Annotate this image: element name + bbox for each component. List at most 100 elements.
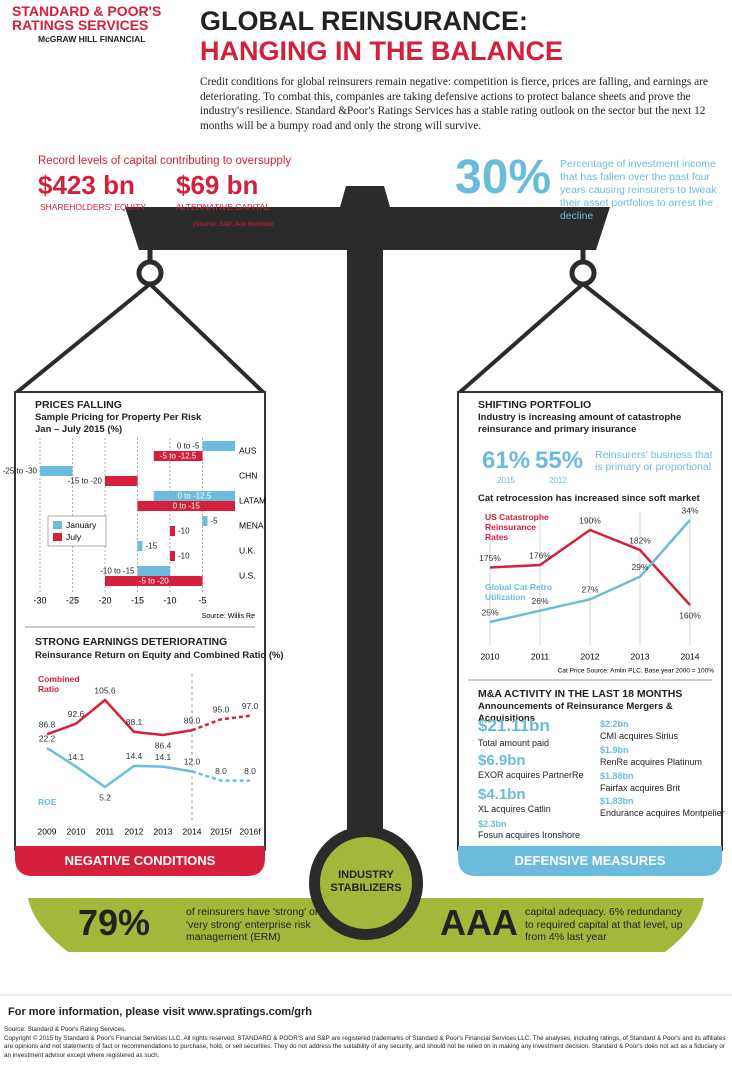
value-label: 5.2 — [99, 792, 111, 802]
bar — [105, 476, 138, 486]
deal-label: CMI acquires Sirius — [600, 731, 679, 741]
footer-more: For more information, please visit www.s… — [8, 1006, 312, 1018]
series-name: Combined Ratio — [38, 674, 80, 694]
x-tick-label: 2011 — [531, 651, 550, 661]
value-label: 105.6 — [94, 685, 116, 695]
series-line — [191, 770, 250, 782]
value-label: 86.4 — [155, 740, 172, 750]
subtitle: HANGING IN THE BALANCE — [200, 36, 563, 66]
value-label: 26% — [531, 596, 548, 606]
deal-value: $2.2bn — [600, 719, 629, 729]
chart-subtitle: Reinsurance Return on Equity and Combine… — [35, 650, 284, 661]
value-label: 22.2 — [39, 733, 56, 743]
series-line — [46, 698, 193, 737]
value-label: -25 to -30 — [3, 467, 38, 476]
value-label: 182% — [629, 535, 651, 545]
legend-swatch — [53, 533, 62, 541]
logo-line: RATINGS SERVICES — [12, 17, 149, 33]
value-label: -5 — [211, 517, 219, 526]
value-label: 27% — [581, 585, 598, 595]
series-name: ROE — [38, 797, 57, 807]
bar — [105, 576, 203, 586]
series-line — [489, 519, 691, 624]
banner-text: DEFENSIVE MEASURES — [514, 853, 666, 868]
value-label: -15 to -20 — [68, 477, 103, 486]
negative-banner — [15, 846, 265, 876]
chart-title: STRONG EARNINGS DETERIORATING — [35, 636, 228, 648]
x-tick-label: -30 — [33, 595, 46, 605]
deal-label: Fosun acquires Ironshore — [478, 830, 581, 840]
capital-source: (Source: S&P, Aon Benfield) — [193, 221, 274, 228]
x-tick-label: 2011 — [96, 826, 115, 836]
x-tick-label: 2014 — [681, 651, 700, 661]
value-label: 29% — [631, 562, 648, 572]
value-label: 8.0 — [244, 766, 256, 776]
ring — [136, 259, 164, 287]
value-label: 88.1 — [126, 717, 143, 727]
string — [581, 282, 723, 395]
x-tick-label: 2009 — [38, 826, 57, 836]
panel-subtitle: Industry is increasing amount of catastr… — [478, 412, 682, 435]
value-label: 89.0 — [184, 716, 201, 726]
x-tick-label: 2013 — [154, 826, 173, 836]
deal-label: Endurance acquires Montpelier — [600, 808, 725, 818]
panel-title: SHIFTING PORTFOLIO — [478, 399, 592, 411]
value-label: 14.4 — [126, 751, 143, 761]
series-line — [489, 528, 691, 606]
stat-note: Reinsurers' business that is primary or … — [595, 449, 713, 473]
value-label: 8.0 — [215, 766, 227, 776]
value-label: 95.0 — [213, 705, 230, 715]
stat-year: 2012 — [549, 476, 567, 485]
ma-title: M&A ACTIVITY IN THE LAST 18 MONTHS — [478, 688, 683, 700]
ma-subtitle: Announcements of Reinsurance Mergers & A… — [478, 701, 673, 724]
deal-value: $1.83bn — [600, 796, 634, 806]
series-name: US Catastrophe Reinsurance Rates — [485, 512, 549, 542]
logo-line: STANDARD & POOR'S — [12, 3, 162, 19]
intro: Credit conditions for global reinsurers … — [200, 76, 708, 132]
footer-copyright: Copyright © 2015 by Standard & Poor's Fi… — [4, 1035, 726, 1059]
capital-heading: Record levels of capital contributing to… — [38, 155, 292, 167]
series-name: Global Cat Retro Utilization — [485, 582, 553, 602]
bar — [170, 526, 175, 536]
value-label: 190% — [579, 515, 601, 525]
erm-text: of reinsurers have 'strong' or 'very str… — [186, 906, 319, 943]
deal-label: EXOR acquires PartnerRe — [478, 770, 584, 780]
value-label: -10 — [178, 552, 190, 561]
value-label: 175% — [479, 553, 501, 563]
legend-label: January — [66, 520, 97, 530]
category-label: U.K. — [239, 545, 256, 555]
bar — [202, 516, 208, 526]
scale-beam — [125, 186, 610, 250]
hub-text: INDUSTRY STABILIZERS — [330, 869, 402, 894]
stat-year: 2015 — [497, 476, 515, 485]
x-tick-label: -25 — [66, 595, 79, 605]
stat-value: 61% — [482, 447, 531, 474]
value-label: -15 — [146, 542, 158, 551]
deal-label: XL acquires Catlin — [478, 804, 551, 814]
x-tick-label: -10 — [163, 595, 176, 605]
chart-source: Cat Price Source: Amlin PLC; Base year 2… — [558, 668, 714, 675]
deal-label: RenRe acquires Platinum — [600, 757, 703, 767]
value-label: 0 to -12.5 — [177, 492, 211, 501]
hub-inner — [320, 837, 412, 929]
x-tick-label: -20 — [98, 595, 111, 605]
bar — [137, 566, 170, 576]
value-label: 160% — [679, 610, 701, 620]
series-line — [46, 746, 193, 789]
string — [148, 282, 266, 395]
category-label: LATAM — [239, 495, 266, 505]
bar — [137, 501, 235, 511]
x-tick-label: 2013 — [631, 651, 650, 661]
aaa-text: capital adequacy. 6% redundancy to requi… — [525, 906, 683, 943]
bar — [202, 441, 235, 451]
chart-title: PRICES FALLING — [35, 399, 122, 411]
banner-text: NEGATIVE CONDITIONS — [64, 853, 216, 868]
value-label: -5 to -20 — [139, 577, 169, 586]
deal-value: $6.9bn — [478, 752, 526, 769]
value-label: 0 to -5 — [177, 442, 200, 451]
bar — [137, 541, 143, 551]
deal-value: $1.9bn — [600, 745, 629, 755]
logo-sub: McGRAW HILL FINANCIAL — [38, 34, 146, 44]
deal-label: Fairfax acquires Brit — [600, 783, 681, 793]
